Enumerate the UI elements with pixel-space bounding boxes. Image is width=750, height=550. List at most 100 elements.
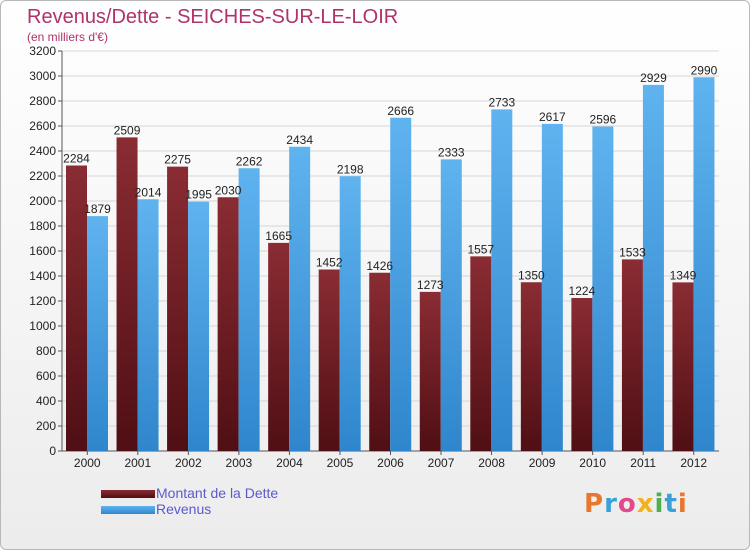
bar-revenus: [440, 159, 462, 451]
bar-revenus: [137, 199, 159, 451]
y-tick-label: 2000: [29, 194, 56, 208]
legend-label-dette: Montant de la Dette: [156, 485, 279, 501]
x-tick-label: 2008: [478, 456, 505, 470]
y-tick-label: 2800: [29, 94, 56, 108]
data-label-dette: 1349: [670, 268, 697, 282]
bar-dette: [520, 282, 542, 451]
bar-dette: [571, 298, 593, 451]
bar-revenus: [390, 117, 412, 451]
bar-revenus: [491, 109, 513, 451]
logo-letter: t: [664, 489, 678, 519]
data-label-dette: 2509: [114, 123, 141, 137]
x-tick-label: 2002: [175, 456, 202, 470]
y-tick-label: 800: [36, 344, 56, 358]
bar-revenus: [339, 176, 361, 451]
x-tick-label: 2010: [579, 456, 606, 470]
data-label-revenus: 2333: [438, 145, 465, 159]
chart-title: Revenus/Dette - SEICHES-SUR-LE-LOIR: [27, 6, 399, 28]
bar-revenus: [87, 216, 108, 451]
bar-dette: [470, 256, 492, 451]
bar-revenus: [289, 146, 311, 451]
data-label-revenus: 2733: [488, 95, 515, 109]
data-label-revenus: 2929: [640, 71, 667, 85]
y-tick-label: 1200: [29, 294, 56, 308]
data-label-dette: 1557: [467, 242, 494, 256]
bar-dette: [167, 166, 189, 451]
x-tick-label: 2006: [377, 456, 404, 470]
logo-letter: r: [604, 489, 618, 519]
logo-letter: o: [617, 489, 637, 519]
data-label-dette: 1426: [366, 259, 393, 273]
bar-dette: [217, 197, 239, 451]
x-tick-label: 2007: [428, 456, 455, 470]
y-tick-label: 3000: [29, 69, 56, 83]
data-label-revenus: 2990: [691, 63, 718, 77]
y-tick-label: 600: [36, 369, 56, 383]
data-label-revenus: 2617: [539, 110, 566, 124]
bar-dette: [66, 165, 87, 451]
data-label-revenus: 2666: [387, 104, 414, 118]
data-label-revenus: 2434: [286, 133, 313, 147]
data-label-revenus: 1879: [84, 202, 111, 216]
proxiti-logo: Proxiti: [584, 489, 688, 519]
bar-dette: [318, 269, 340, 451]
data-label-dette: 1533: [619, 245, 646, 259]
data-label-dette: 1665: [265, 229, 292, 243]
axes: 0 200 400 600 800 1000 1200 1400 1600 1800 2000 220…: [29, 44, 719, 470]
data-label-revenus: 2198: [337, 162, 364, 176]
bar-dette: [621, 259, 643, 451]
logo-letter: i: [654, 489, 665, 519]
data-label-dette: 2275: [164, 153, 191, 167]
data-labels: 2284 1879 2509 2014 2275 1995 2030 2262 1665 2434…: [63, 63, 717, 298]
x-tick-label: 2012: [680, 456, 707, 470]
y-tick-label: 3200: [29, 44, 56, 58]
bar-revenus: [693, 77, 715, 451]
data-label-dette: 2030: [215, 183, 242, 197]
legend-swatch-dette: [101, 490, 155, 498]
data-label-dette: 1224: [569, 284, 596, 298]
y-tick-label: 2400: [29, 144, 56, 158]
y-tick-label: 1400: [29, 269, 56, 283]
bar-dette: [268, 242, 290, 451]
x-tick-label: 2009: [529, 456, 556, 470]
x-tick-label: 2001: [124, 456, 151, 470]
bar-revenus: [642, 84, 664, 451]
legend-swatch-revenus: [101, 506, 155, 514]
y-tick-label: 1800: [29, 219, 56, 233]
bar-revenus: [238, 168, 260, 451]
y-tick-label: 2600: [29, 119, 56, 133]
legend-label-revenus: Revenus: [156, 501, 212, 517]
x-tick-label: 2003: [226, 456, 253, 470]
x-tick-label: 2000: [74, 456, 101, 470]
bar-dette: [116, 137, 138, 451]
x-tick-label: 2011: [630, 456, 656, 470]
bar-dette: [419, 291, 441, 451]
data-label-revenus: 2262: [236, 154, 263, 168]
bar-dette: [672, 282, 694, 451]
x-tick-label: 2004: [276, 456, 303, 470]
bar-revenus: [592, 126, 614, 451]
data-label-dette: 1350: [518, 268, 545, 282]
bar-revenus: [188, 201, 210, 451]
logo-letter: i: [677, 489, 688, 519]
y-tick-label: 1600: [29, 244, 56, 258]
y-tick-label: 2200: [29, 169, 56, 183]
data-label-dette: 2284: [63, 152, 90, 166]
logo-letter: x: [636, 489, 655, 519]
data-label-revenus: 2596: [590, 113, 617, 127]
y-tick-label: 1000: [29, 319, 56, 333]
y-tick-label: 0: [49, 444, 56, 458]
y-tick-label: 200: [36, 419, 56, 433]
bar-revenus: [541, 123, 563, 451]
x-tick-label: 2005: [327, 456, 354, 470]
bar-dette: [369, 272, 391, 451]
chart-subtitle: (en milliers d'€): [27, 30, 108, 44]
data-label-revenus: 2014: [135, 185, 162, 199]
data-label-dette: 1452: [316, 256, 343, 270]
y-tick-label: 400: [36, 394, 56, 408]
bars: [66, 77, 715, 451]
data-label-dette: 1273: [417, 278, 444, 292]
data-label-revenus: 1995: [185, 188, 212, 202]
